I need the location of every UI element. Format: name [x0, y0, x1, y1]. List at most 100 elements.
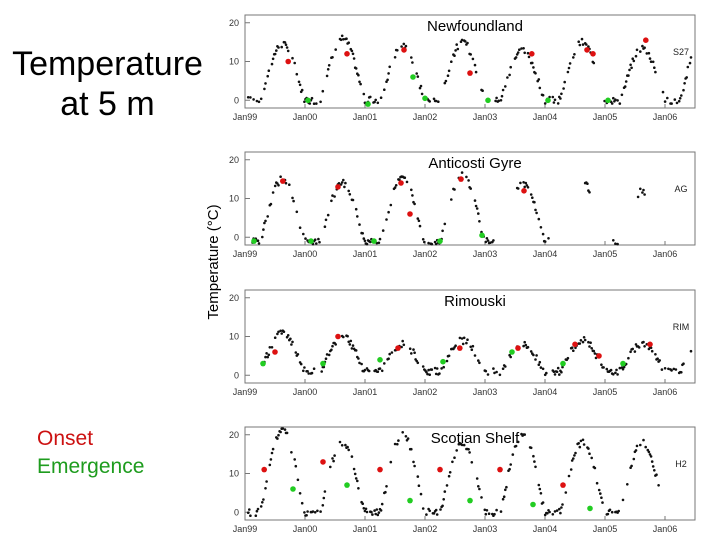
observation-point — [561, 365, 564, 369]
observation-point — [670, 369, 673, 372]
observation-point — [486, 373, 490, 376]
observation-point — [281, 427, 285, 430]
observation-point — [462, 443, 466, 447]
observation-point — [454, 49, 457, 52]
observation-point — [428, 509, 432, 513]
observation-point — [639, 50, 642, 53]
observation-point — [649, 346, 653, 350]
observation-point — [266, 74, 270, 78]
observation-point — [578, 43, 582, 47]
observation-point — [321, 89, 325, 93]
observation-point — [481, 89, 484, 92]
observation-point — [501, 497, 505, 501]
observation-point — [573, 454, 576, 457]
observation-point — [543, 240, 547, 243]
observation-point — [455, 449, 459, 452]
observation-point — [556, 102, 560, 105]
observation-point — [642, 438, 645, 442]
observation-point — [338, 440, 342, 444]
main-title: Temperature at 5 m — [10, 44, 205, 124]
observation-point — [581, 438, 585, 442]
observation-point — [495, 508, 498, 512]
emergence-marker — [485, 97, 491, 104]
observation-point — [579, 339, 583, 342]
observation-point — [602, 366, 605, 369]
observation-point — [529, 193, 533, 196]
observation-point — [298, 226, 302, 229]
observation-point — [292, 199, 295, 203]
observation-point — [624, 80, 628, 83]
observation-point — [616, 99, 619, 102]
observation-point — [315, 102, 318, 105]
observation-point — [322, 496, 326, 500]
observation-point — [632, 59, 636, 63]
observation-point — [361, 502, 365, 506]
observation-point — [511, 453, 515, 456]
observation-point — [564, 491, 568, 494]
observation-point — [302, 232, 305, 236]
observation-point — [265, 352, 268, 355]
observation-point — [541, 93, 545, 97]
observation-point — [379, 509, 383, 512]
observation-point — [330, 199, 333, 203]
observation-point — [327, 64, 331, 67]
observation-point — [566, 70, 570, 74]
observation-point — [256, 239, 260, 242]
onset-marker — [529, 51, 535, 57]
observation-point — [419, 84, 423, 88]
observation-point — [312, 102, 316, 105]
observation-point — [393, 442, 397, 446]
x-tick-label: Jan99 — [233, 112, 258, 122]
observation-point — [351, 52, 355, 56]
observation-point — [469, 187, 473, 190]
observation-point — [286, 334, 290, 337]
emergence-marker — [545, 97, 551, 104]
onset-marker — [320, 459, 326, 465]
observation-point — [285, 431, 289, 435]
observation-point — [647, 347, 651, 351]
observation-point — [339, 183, 343, 186]
onset-marker — [515, 345, 521, 351]
observation-point — [300, 88, 304, 92]
observation-point — [427, 241, 430, 245]
panel-h2: Scotian Shelf H2 0 10 20 Jan99 Jan00 Jan01 Jan02… — [229, 426, 696, 534]
observation-point — [297, 80, 301, 84]
observation-point — [412, 460, 415, 464]
observation-point — [285, 335, 289, 339]
observation-point — [352, 467, 356, 471]
observation-point — [305, 514, 308, 517]
observation-point — [641, 191, 644, 194]
observation-point — [556, 366, 560, 370]
observation-point — [597, 488, 601, 492]
observation-point — [685, 76, 688, 79]
observation-point — [649, 60, 653, 63]
observation-point — [504, 365, 507, 368]
x-tick-label: Jan00 — [293, 112, 318, 122]
observation-point — [271, 191, 275, 194]
observation-point — [460, 171, 464, 174]
observation-point — [354, 477, 358, 480]
observation-point — [451, 460, 454, 464]
x-tick-label: Jan00 — [293, 524, 318, 534]
observation-point — [254, 514, 258, 517]
observation-point — [410, 56, 413, 59]
onset-marker — [458, 176, 464, 182]
observation-point — [534, 72, 537, 75]
observation-point — [471, 57, 475, 61]
observation-point — [617, 509, 620, 513]
observation-point — [595, 481, 599, 485]
observation-point — [464, 40, 467, 43]
observation-point — [474, 204, 478, 208]
observation-point — [330, 348, 333, 352]
observation-point — [634, 343, 638, 346]
observation-point — [411, 194, 414, 197]
observation-point — [573, 53, 576, 56]
observation-point — [553, 510, 557, 513]
observation-point — [622, 365, 626, 369]
emergence-marker — [371, 238, 377, 244]
observation-point — [478, 361, 481, 365]
observation-point — [545, 371, 548, 375]
observation-point — [535, 211, 538, 215]
observation-point — [492, 367, 495, 370]
x-tick-label: Jan03 — [473, 249, 498, 259]
